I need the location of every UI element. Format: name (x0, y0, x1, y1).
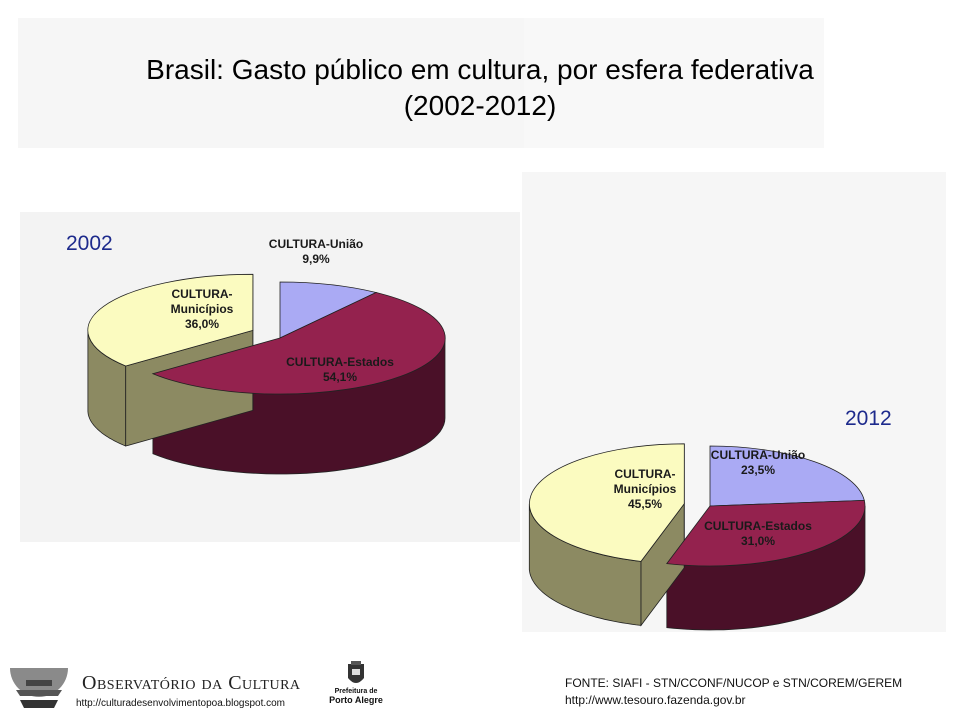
prefeitura-crest-icon (348, 661, 364, 683)
slice-label-line: Municípios (614, 482, 677, 496)
slice-label-line: CULTURA- (171, 287, 232, 301)
pie-slice-2002-2 (87, 273, 254, 367)
slice-label-line: 31,0% (741, 534, 775, 548)
slice-label-2002-2: CULTURA-Municípios 36,0% (171, 287, 234, 331)
slice-label-line: Municípios (171, 302, 234, 316)
observatorio-logo-icon (10, 668, 68, 708)
pie-slice-2002-1 (151, 292, 446, 395)
slice-label-2012-0: CULTURA-União 23,5% (711, 448, 805, 477)
chart-title-years: (2002-2012) (403, 90, 557, 121)
slice-label-line: 54,1% (323, 370, 357, 384)
pie-slice-2012-2 (529, 443, 685, 562)
year-label-2002: 2002 (66, 232, 113, 255)
source-text: FONTE: SIAFI - STN/CCONF/NUCOP e STN/COR… (565, 676, 903, 690)
pie-slice-2002-0 (279, 281, 378, 339)
slice-label-line: CULTURA- (614, 467, 675, 481)
pie-slice-2012-0 (709, 445, 865, 507)
title-background (18, 18, 524, 148)
slice-label-line: 45,5% (628, 497, 662, 511)
observatorio-url[interactable]: http://culturadesenvolvimentopoa.blogspo… (76, 698, 286, 709)
title-background-right (524, 18, 824, 148)
slice-label-2012-2: CULTURA-Municípios 45,5% (614, 467, 677, 511)
pie-2012: CULTURA-União 23,5%CULTURA-Estados 31,0%CU… (528, 443, 866, 631)
pie-slice-2012-1 (666, 499, 866, 567)
slice-label-line: CULTURA-Estados (704, 519, 812, 533)
source-url[interactable]: http://www.tesouro.fazenda.gov.br (565, 693, 746, 707)
chart-title-main: Brasil: Gasto público em cultura, por es… (146, 54, 814, 85)
prefeitura-line-2: Porto Alegre (329, 695, 383, 705)
slice-label-line: CULTURA-União (711, 448, 805, 462)
chart-title: Brasil: Gasto público em cultura, por es… (0, 52, 960, 124)
slice-label-2002-1: CULTURA-Estados 54,1% (286, 355, 394, 384)
slice-label-2002-0: CULTURA-União 9,9% (269, 237, 363, 266)
slice-label-line: 36,0% (185, 317, 219, 331)
prefeitura-name: Prefeitura de Porto Alegre (326, 688, 386, 705)
pie-2002: CULTURA-União 9,9%CULTURA-Estados 54,1%CUL… (87, 237, 446, 475)
slice-label-2012-1: CULTURA-Estados 31,0% (704, 519, 812, 548)
slice-label-line: 9,9% (302, 252, 330, 266)
year-label-2012: 2012 (845, 407, 892, 430)
prefeitura-line-1: Prefeitura de (334, 688, 378, 695)
observatorio-name: Observatório da Cultura (82, 672, 301, 694)
slice-label-line: 23,5% (741, 463, 775, 477)
slice-label-line: CULTURA-União (269, 237, 363, 251)
slice-label-line: CULTURA-Estados (286, 355, 394, 369)
